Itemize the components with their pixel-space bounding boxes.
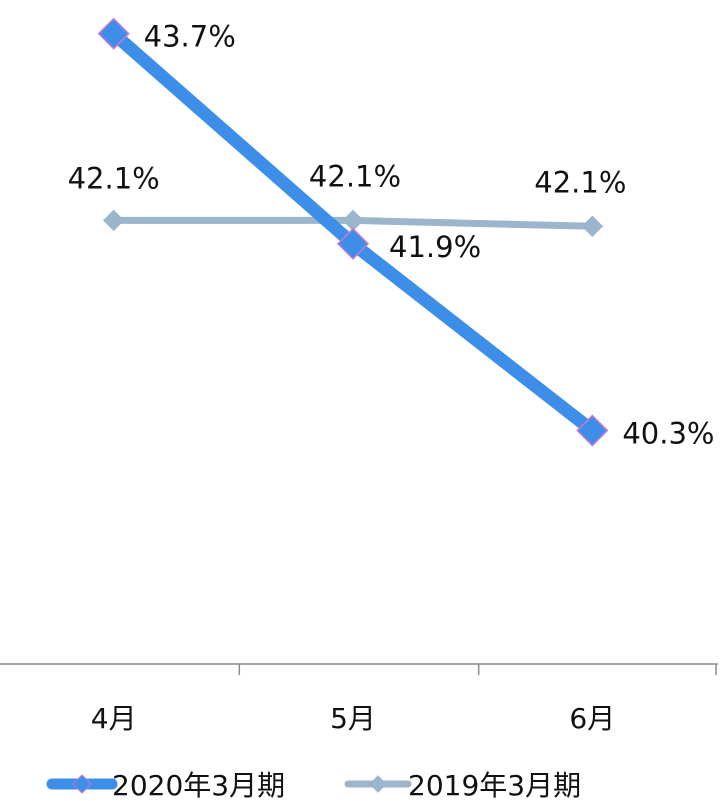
legend-label: 2020年3月期 [112,769,285,801]
legend: 2020年3月期 2019年3月期 [46,769,581,801]
axis-layer: 4月 5月 6月 [0,663,718,735]
data-label: 42.1% [534,165,626,199]
data-point-marker [342,209,364,232]
data-point-marker [97,17,130,50]
data-label: 42.1% [309,159,401,193]
data-label: 43.7% [144,20,236,54]
legend-label: 2019年3月期 [408,769,581,801]
data-point-marker [576,414,609,447]
x-tick-label: 6月 [569,702,615,735]
legend-swatch-marker [72,774,92,794]
legend-swatch-marker [369,775,387,793]
data-point-marker [102,209,125,232]
data-label: 40.3% [622,417,714,451]
data-point-marker [336,227,370,260]
data-label-layer: 42.1% 42.1% 42.1% 43.7% 41.9% 40.3% [68,20,715,451]
data-label: 42.1% [68,161,160,195]
data-label: 41.9% [389,230,481,264]
x-tick-label: 5月 [330,702,376,735]
data-point-marker [581,215,604,237]
series-layer [97,17,609,447]
x-tick-label: 4月 [91,702,137,735]
